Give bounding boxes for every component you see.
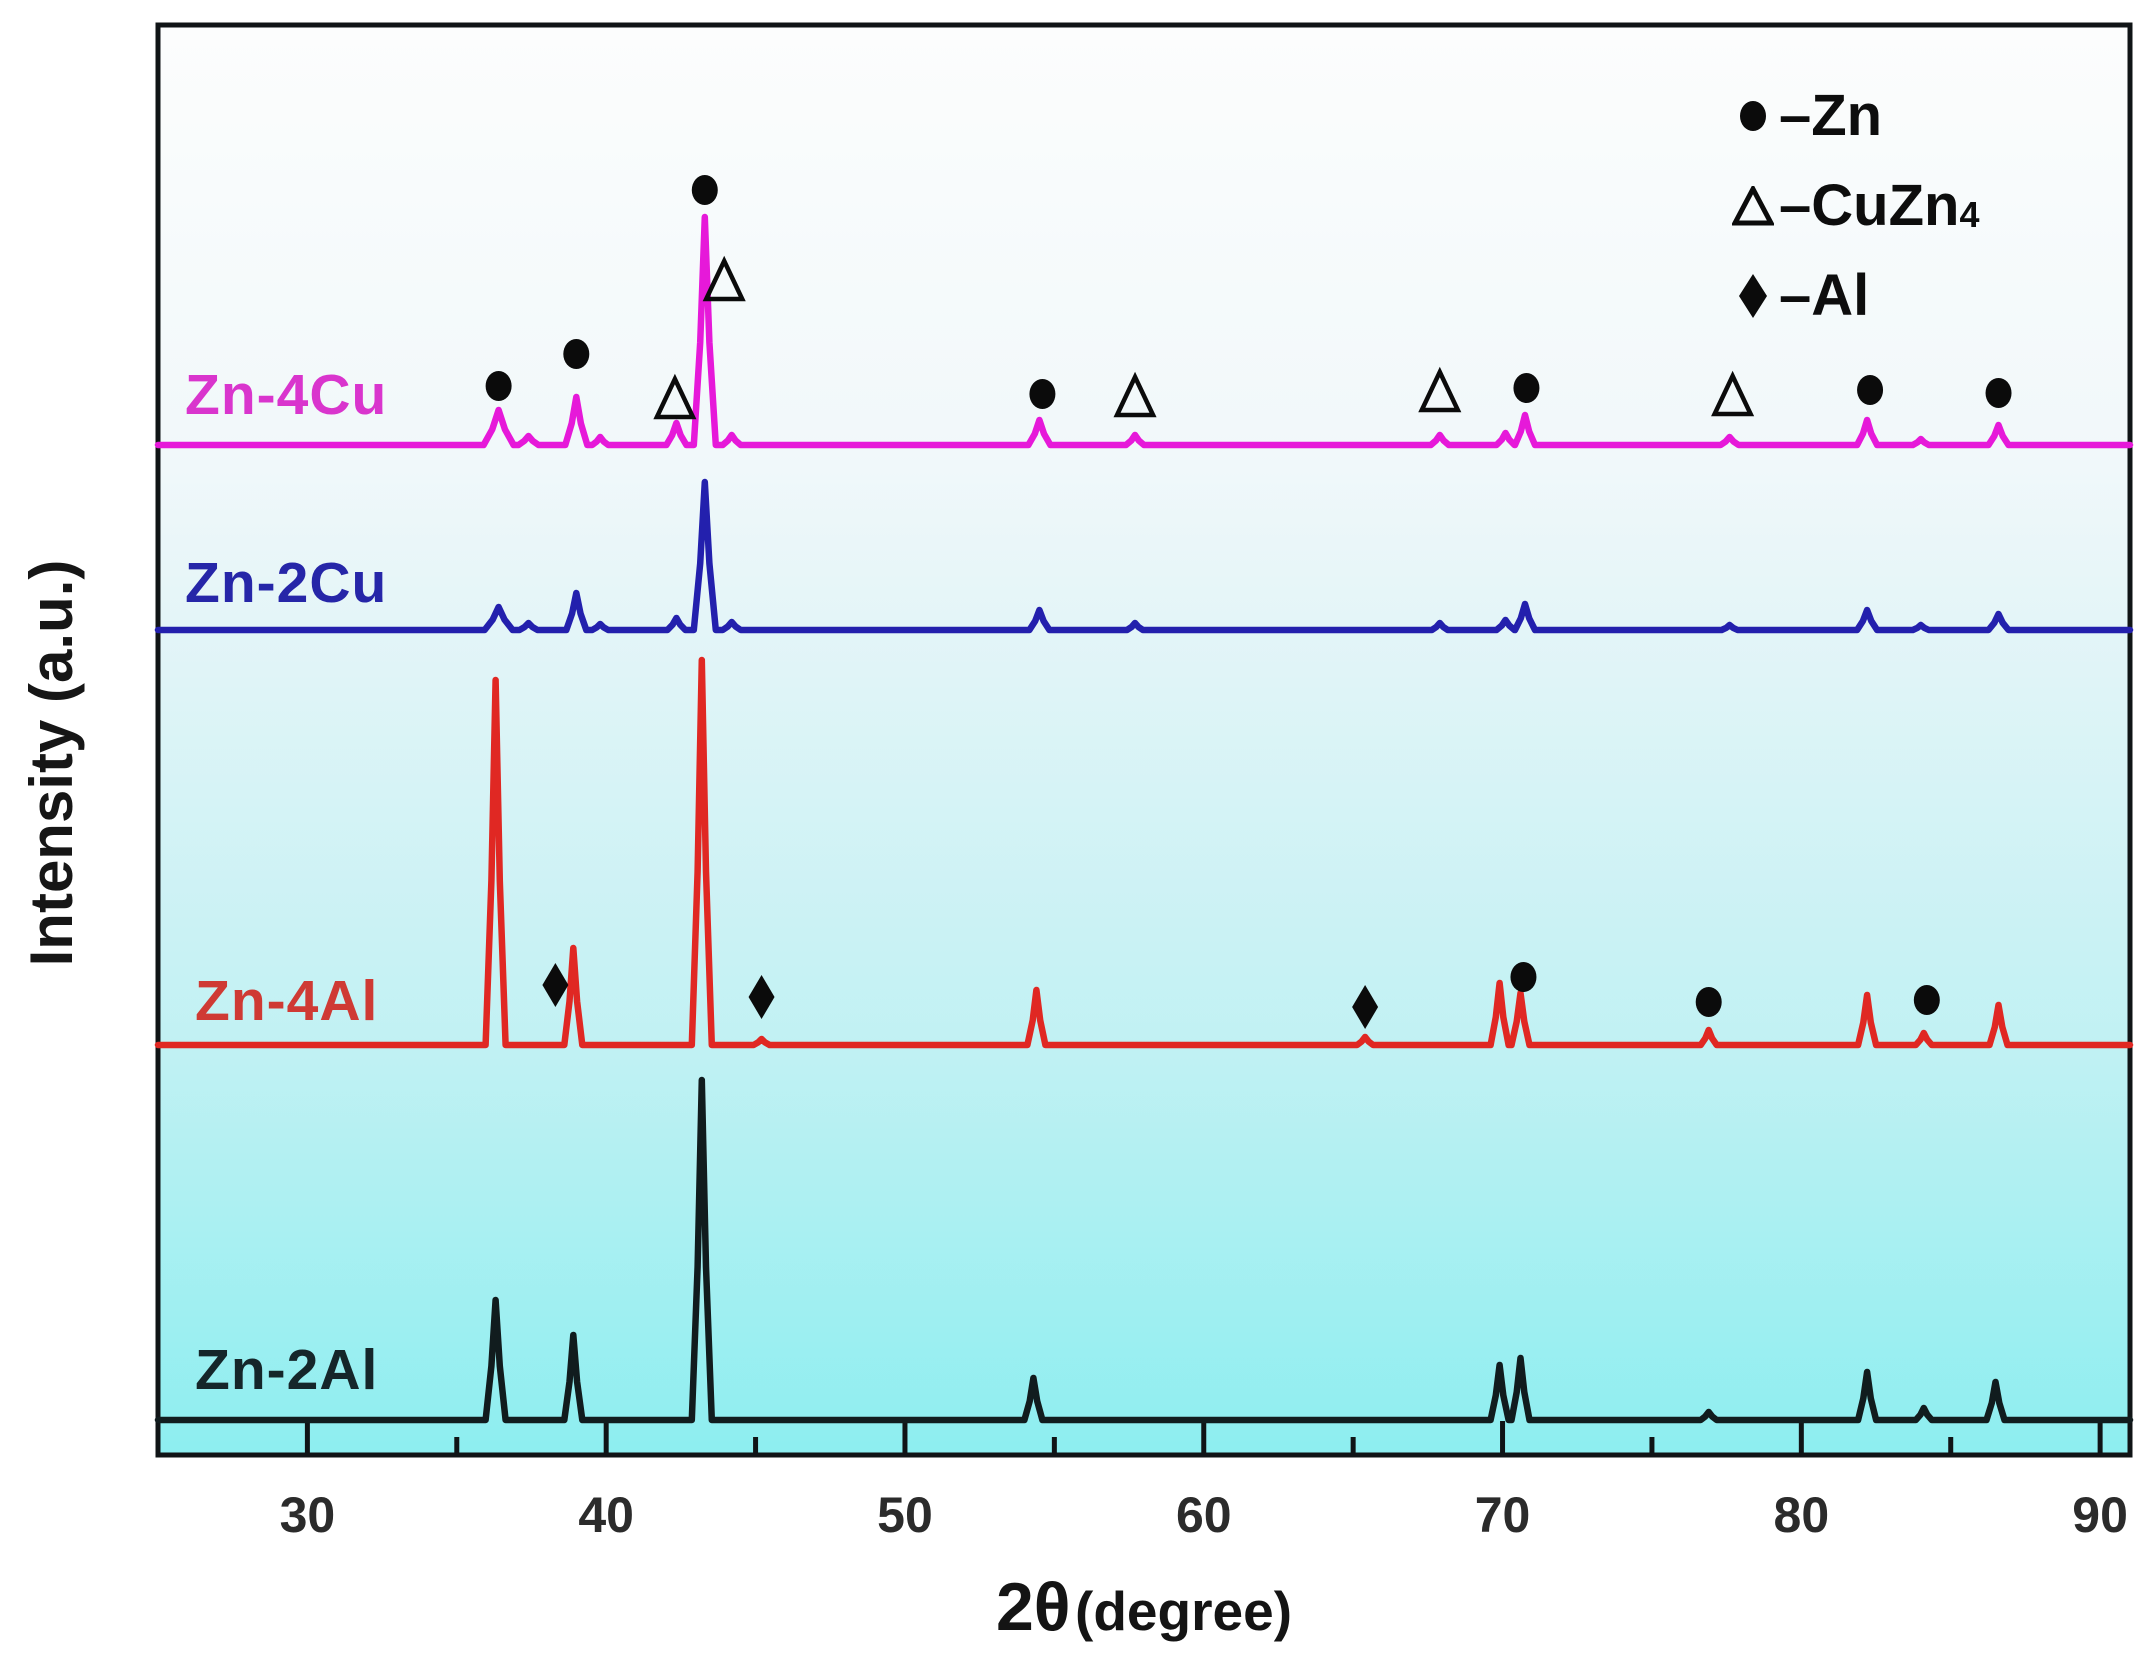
cuzn4-triangle-marker (653, 373, 697, 420)
zn-circle-marker (1985, 378, 2012, 408)
xrd-traces (154, 213, 2134, 1424)
zn-circle-marker (485, 371, 512, 401)
legend-label-zn: –Zn (1779, 83, 1883, 148)
x-tick-label-50: 50 (877, 1487, 933, 1543)
zn-circle-marker (563, 339, 590, 369)
x-tick-label-70: 70 (1475, 1487, 1531, 1543)
zn-circle-marker (691, 175, 718, 205)
legend-item-al: –Al (1727, 260, 1979, 332)
al-diamond-marker (748, 975, 775, 1019)
series-label-zn-2cu: Zn-2Cu (185, 551, 388, 615)
y-axis-title: Intensity (a.u.) (18, 559, 85, 967)
x-axis-title-symbol: 2θ (995, 1569, 1071, 1645)
zn-circle-marker (1695, 987, 1722, 1017)
x-tick-label-90: 90 (2072, 1487, 2128, 1543)
legend-item-zn: –Zn (1727, 80, 1979, 152)
legend: –Zn –CuZn 4 –Al (1727, 80, 1979, 332)
open-triangle-icon (1727, 186, 1779, 226)
x-axis-tick-labels: 30 40 50 60 70 80 90 (280, 1487, 2128, 1543)
x-axis-title-unit: (degree) (1075, 1580, 1293, 1642)
filled-circle-icon (1727, 99, 1779, 133)
legend-sub-cuzn4: 4 (1959, 193, 1980, 235)
trace-zn-4cu (154, 213, 2134, 449)
zn-circle-marker (1510, 962, 1537, 992)
series-label-zn-4al: Zn-4Al (195, 969, 379, 1033)
al-diamond-marker (542, 963, 569, 1007)
legend-label-cuzn4: –CuZn (1779, 173, 1960, 238)
cuzn4-triangle-marker (1113, 371, 1157, 418)
trace-zn-2cu (154, 478, 2134, 634)
zn-circle-marker (1857, 375, 1884, 405)
x-tick-label-30: 30 (280, 1487, 336, 1543)
x-tick-label-40: 40 (578, 1487, 634, 1543)
cuzn4-triangle-marker (1418, 366, 1462, 413)
x-axis-ticks (304, 1421, 2103, 1453)
x-tick-label-80: 80 (1774, 1487, 1830, 1543)
legend-label-al: –Al (1779, 263, 1870, 328)
series-label-zn-4cu: Zn-4Cu (185, 363, 388, 427)
filled-diamond-icon (1727, 272, 1779, 320)
cuzn4-triangle-marker (702, 255, 746, 302)
x-tick-label-60: 60 (1176, 1487, 1232, 1543)
trace-zn-4al (154, 656, 2134, 1049)
plot-area (155, 22, 2133, 1458)
legend-item-cuzn4: –CuZn 4 (1727, 170, 1979, 242)
zn-circle-marker (1513, 373, 1540, 403)
zn-circle-marker (1913, 985, 1940, 1015)
cuzn4-triangle-marker (1711, 370, 1755, 417)
trace-zn-2al (154, 1076, 2134, 1424)
al-diamond-marker (1352, 985, 1379, 1029)
series-label-zn-2al: Zn-2Al (195, 1338, 379, 1402)
zn-circle-marker (1029, 379, 1056, 409)
phase-markers (485, 175, 2012, 1029)
x-axis-title: 2θ (degree) (644, 1568, 1644, 1646)
